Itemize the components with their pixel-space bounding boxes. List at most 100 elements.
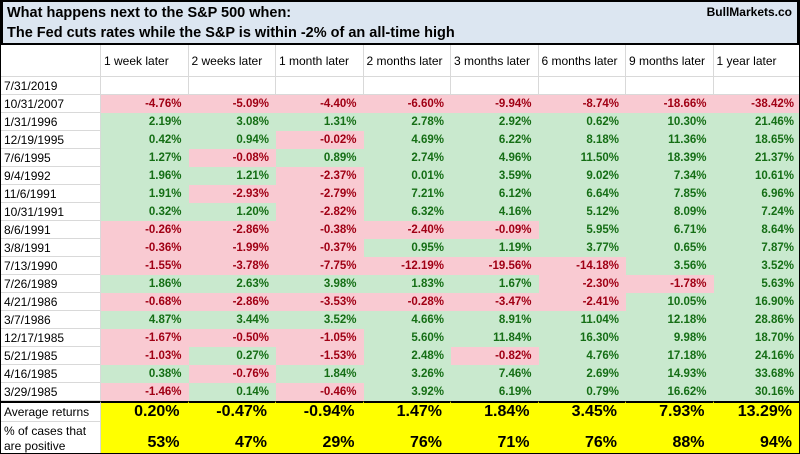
return-cell: 1.83% (363, 275, 451, 293)
brand-text: BullMarkets.co (706, 5, 792, 19)
return-cell: 0.79% (538, 383, 626, 401)
return-cell: -3.53% (276, 293, 364, 311)
return-cell: 3.08% (188, 113, 276, 131)
header-row: 1 week later 2 weeks later 1 month later 2 … (1, 45, 799, 77)
return-cell: 16.90% (713, 293, 799, 311)
return-cell: 4.96% (451, 149, 539, 167)
column-header: 2 months later (363, 45, 451, 77)
summary-value-cell: 13.29% (713, 401, 799, 422)
return-cell: 2.78% (363, 113, 451, 131)
table-row: 7/6/1995 1.27% -0.08% 0.89% 2.74% 4.96% 11.50%… (1, 149, 799, 167)
return-cell: 3.52% (276, 311, 364, 329)
return-cell: -1.03% (101, 347, 189, 365)
summary-value-cell: 1.84% (451, 401, 539, 422)
table-row: 7/26/1989 1.86% 2.63% 3.98% 1.83% 1.67% -2.30%… (1, 275, 799, 293)
return-cell: 2.92% (451, 113, 539, 131)
return-cell (276, 77, 364, 95)
return-cell: 6.96% (713, 185, 799, 203)
date-cell: 4/21/1986 (1, 293, 101, 311)
return-cell: -19.56% (451, 257, 539, 275)
return-cell: 1.31% (276, 113, 364, 131)
column-header: 9 months later (626, 45, 714, 77)
return-cell: -0.37% (276, 239, 364, 257)
column-header: 3 months later (451, 45, 539, 77)
return-cell: 17.18% (626, 347, 714, 365)
return-cell: -1.67% (101, 329, 189, 347)
return-cell: 0.62% (538, 113, 626, 131)
return-cell: 6.19% (451, 383, 539, 401)
return-cell: 1.27% (101, 149, 189, 167)
table-row: 5/21/1985 -1.03% 0.27% -1.53% 2.48% -0.82% 4.7… (1, 347, 799, 365)
summary-row: % of cases that are positive 53% 47% 29% 76% 7… (1, 422, 799, 453)
return-cell: 3.92% (363, 383, 451, 401)
return-cell: -1.53% (276, 347, 364, 365)
date-cell: 7/13/1990 (1, 257, 101, 275)
return-cell: 5.12% (538, 203, 626, 221)
return-cell: 1.86% (101, 275, 189, 293)
return-cell: 4.16% (451, 203, 539, 221)
return-cell: 14.93% (626, 365, 714, 383)
table-row: 10/31/1991 0.32% 1.20% -2.82% 6.32% 4.16% 5.12… (1, 203, 799, 221)
table-row: 12/17/1985 -1.67% -0.50% -1.05% 5.60% 11.84% 1… (1, 329, 799, 347)
return-cell: 12.18% (626, 311, 714, 329)
column-header: 2 weeks later (188, 45, 276, 77)
return-cell: -2.86% (188, 293, 276, 311)
return-cell: 5.60% (363, 329, 451, 347)
return-cell: 11.36% (626, 131, 714, 149)
return-cell: -2.37% (276, 167, 364, 185)
return-cell: -1.99% (188, 239, 276, 257)
summary-value-cell: 53% (101, 422, 189, 453)
return-cell: 0.32% (101, 203, 189, 221)
return-cell: 7.34% (626, 167, 714, 185)
return-cell: 0.95% (363, 239, 451, 257)
return-cell: 1.67% (451, 275, 539, 293)
return-cell: -0.28% (363, 293, 451, 311)
summary-value-cell: 88% (626, 422, 714, 453)
summary-value-cell: 76% (538, 422, 626, 453)
date-cell: 10/31/2007 (1, 95, 101, 113)
return-cell: 33.68% (713, 365, 799, 383)
return-cell: 2.63% (188, 275, 276, 293)
return-cell: 1.84% (276, 365, 364, 383)
table-row: 3/29/1985 -1.46% 0.14% -0.46% 3.92% 6.19% 0.79… (1, 383, 799, 401)
return-cell: -7.75% (276, 257, 364, 275)
return-cell: 8.18% (538, 131, 626, 149)
summary-value-cell: -0.94% (276, 401, 364, 422)
return-cell: 10.61% (713, 167, 799, 185)
return-cell: -0.68% (101, 293, 189, 311)
return-cell: -0.76% (188, 365, 276, 383)
title-line-1: What happens next to the S&P 500 when: (7, 5, 292, 21)
summary-value-cell: -0.47% (188, 401, 276, 422)
return-cell: 2.69% (538, 365, 626, 383)
return-cell (188, 77, 276, 95)
return-cell: 7.87% (713, 239, 799, 257)
date-cell: 8/6/1991 (1, 221, 101, 239)
summary-value-cell: 1.47% (363, 401, 451, 422)
return-cell: 11.04% (538, 311, 626, 329)
return-cell: 6.32% (363, 203, 451, 221)
return-cell: -9.94% (451, 95, 539, 113)
return-cell: -1.46% (101, 383, 189, 401)
table-row: 8/6/1991 -0.26% -2.86% -0.38% -2.40% -0.09% 5.… (1, 221, 799, 239)
summary-value-cell: 76% (363, 422, 451, 453)
summary-label: % of cases that are positive (1, 422, 101, 453)
return-cell: 4.87% (101, 311, 189, 329)
title-line-2: The Fed cuts rates while the S&P is with… (7, 25, 455, 41)
table-row: 11/6/1991 1.91% -2.93% -2.79% 7.21% 6.12% 6.64… (1, 185, 799, 203)
return-cell: 1.91% (101, 185, 189, 203)
return-cell: 11.50% (538, 149, 626, 167)
return-cell: -1.78% (626, 275, 714, 293)
table-row: 3/7/1986 4.87% 3.44% 3.52% 4.66% 8.91% 11.04% 1… (1, 311, 799, 329)
date-cell: 12/19/1995 (1, 131, 101, 149)
return-cell: -2.41% (538, 293, 626, 311)
return-cell: 0.01% (363, 167, 451, 185)
return-cell: 30.16% (713, 383, 799, 401)
return-cell: -0.02% (276, 131, 364, 149)
summary-value-cell: 3.45% (538, 401, 626, 422)
date-cell: 4/16/1985 (1, 365, 101, 383)
return-cell: 3.56% (626, 257, 714, 275)
return-cell: -2.30% (538, 275, 626, 293)
return-cell: 8.91% (451, 311, 539, 329)
return-cell (713, 77, 799, 95)
